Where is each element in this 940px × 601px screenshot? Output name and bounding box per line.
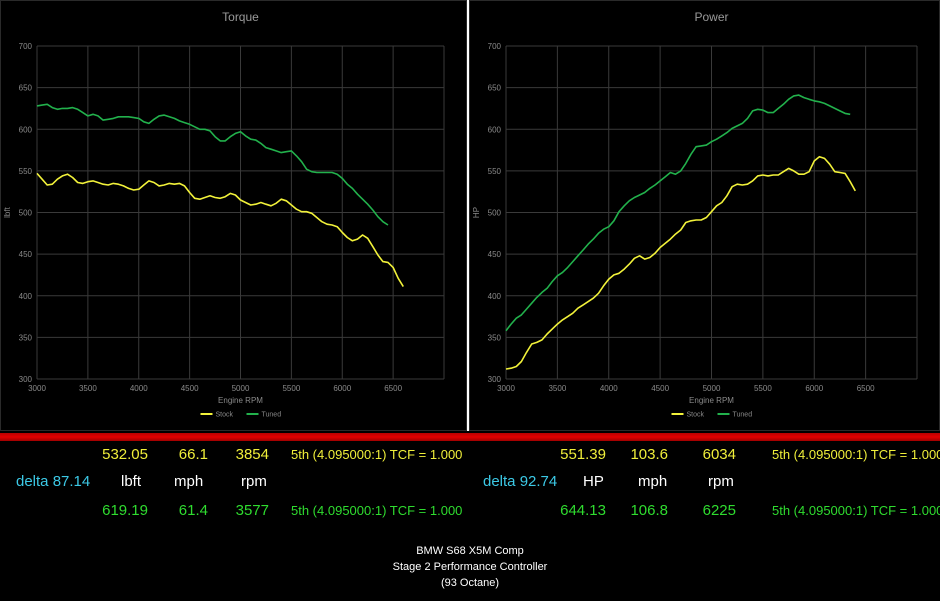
power-series-stock-line: [505, 155, 856, 370]
power-x-tick-label: 3500: [548, 384, 566, 393]
power-legend-label-stock: Stock: [687, 412, 705, 419]
power-chart-title: Power: [694, 10, 728, 24]
power-stock-value: 551.39: [560, 446, 606, 463]
torque-chart: Torque 300 350 400 450 500 550 600 650 700 3000 350…: [3, 10, 445, 419]
torque-unit-label: lbft: [121, 473, 142, 490]
caption-line-2: Stage 2 Performance Controller: [392, 561, 548, 573]
power-x-axis-label: Engine RPM: [689, 396, 734, 405]
power-y-tick-label: 500: [488, 209, 502, 218]
torque-x-tick-label: 5000: [232, 384, 250, 393]
torque-x-tick-label: 6000: [333, 384, 351, 393]
torque-x-axis-label: Engine RPM: [218, 396, 263, 405]
power-chart: Power 300 350 400 450 500 550 600 650 700 3000 3500…: [472, 10, 918, 419]
torque-chart-panel: Torque 300 350 400 450 500 550 600 650 700 3000 350…: [0, 0, 467, 431]
torque-stock-gear: 5th (4.095000:1) TCF = 1.000: [291, 447, 463, 462]
power-x-tick-label: 5000: [703, 384, 721, 393]
power-x-tick-label: 4500: [651, 384, 669, 393]
power-stock-speed: 103.6: [630, 446, 668, 463]
torque-y-tick-label: 500: [19, 209, 33, 218]
torque-tuned-value: 619.19: [102, 502, 148, 519]
power-delta: delta 92.74: [483, 473, 558, 490]
power-stock-rpm: 6034: [702, 446, 736, 463]
power-x-tick-label: 3000: [497, 384, 515, 393]
torque-rpm-unit: rpm: [241, 473, 267, 490]
power-y-tick-label: 400: [488, 292, 502, 301]
torque-stock-rpm: 3854: [235, 446, 269, 463]
power-unit-label: HP: [583, 473, 604, 490]
torque-stock-value: 532.05: [102, 446, 148, 463]
torque-y-tick-label: 300: [19, 375, 33, 384]
torque-y-tick-label: 700: [19, 42, 33, 51]
torque-x-tick-label: 4000: [130, 384, 148, 393]
power-y-tick-label: 450: [488, 250, 502, 259]
power-y-tick-label: 650: [488, 84, 502, 93]
chart-divider: [467, 0, 469, 431]
power-y-tick-label: 350: [488, 333, 502, 342]
torque-x-tick-label: 3500: [79, 384, 97, 393]
power-y-tick-label: 300: [488, 375, 502, 384]
torque-y-tick-label: 650: [19, 84, 33, 93]
caption-line-3: (93 Octane): [440, 577, 500, 589]
torque-x-tick-label: 4500: [181, 384, 199, 393]
torque-x-tick-label: 5500: [282, 384, 300, 393]
power-tuned-value: 644.13: [560, 502, 606, 519]
torque-delta: delta 87.14: [16, 473, 91, 490]
caption: BMW S68 X5M Comp Stage 2 Performance Con…: [0, 543, 940, 591]
power-tuned-gear: 5th (4.095000:1) TCF = 1.000: [772, 503, 940, 518]
torque-series-tuned-line: [36, 103, 389, 226]
torque-tuned-speed: 61.4: [178, 502, 208, 519]
torque-y-tick-label: 400: [19, 292, 33, 301]
power-legend-label-tuned: Tuned: [733, 412, 753, 419]
power-stock-gear: 5th (4.095000:1) TCF = 1.000: [772, 447, 940, 462]
torque-tuned-rpm: 3577: [235, 502, 269, 519]
torque-series-stock-line: [36, 172, 404, 288]
power-y-tick-label: 700: [488, 42, 502, 51]
power-x-tick-label: 6000: [805, 384, 823, 393]
torque-y-tick-label: 450: [19, 250, 33, 259]
torque-tuned-gear: 5th (4.095000:1) TCF = 1.000: [291, 503, 463, 518]
power-rpm-unit: rpm: [708, 473, 734, 490]
power-y-tick-label: 550: [488, 167, 502, 176]
torque-chart-title: Torque: [222, 10, 259, 24]
torque-legend-label-stock: Stock: [216, 412, 234, 419]
power-tuned-rpm: 6225: [702, 502, 736, 519]
power-x-tick-label: 6500: [857, 384, 875, 393]
power-speed-unit: mph: [638, 473, 668, 490]
torque-y-axis-label: lbft: [3, 206, 12, 217]
torque-speed-unit: mph: [174, 473, 204, 490]
red-separator-bar: [0, 433, 940, 441]
caption-line-1: BMW S68 X5M Comp: [416, 545, 524, 557]
power-tuned-speed: 106.8: [630, 502, 668, 519]
power-y-axis-label: HP: [472, 207, 481, 218]
torque-legend-label-tuned: Tuned: [262, 412, 282, 419]
torque-x-tick-label: 3000: [28, 384, 46, 393]
power-x-tick-label: 4000: [600, 384, 618, 393]
power-y-tick-label: 600: [488, 125, 502, 134]
torque-y-tick-label: 350: [19, 333, 33, 342]
torque-y-tick-label: 600: [19, 125, 33, 134]
power-chart-panel: Power 300 350 400 450 500 550 600 650 700 3000 3500…: [469, 0, 940, 431]
torque-x-tick-label: 6500: [384, 384, 402, 393]
power-x-tick-label: 5500: [754, 384, 772, 393]
torque-stock-speed: 66.1: [178, 446, 208, 463]
torque-y-tick-label: 550: [19, 167, 33, 176]
power-series-tuned-line: [505, 94, 851, 332]
